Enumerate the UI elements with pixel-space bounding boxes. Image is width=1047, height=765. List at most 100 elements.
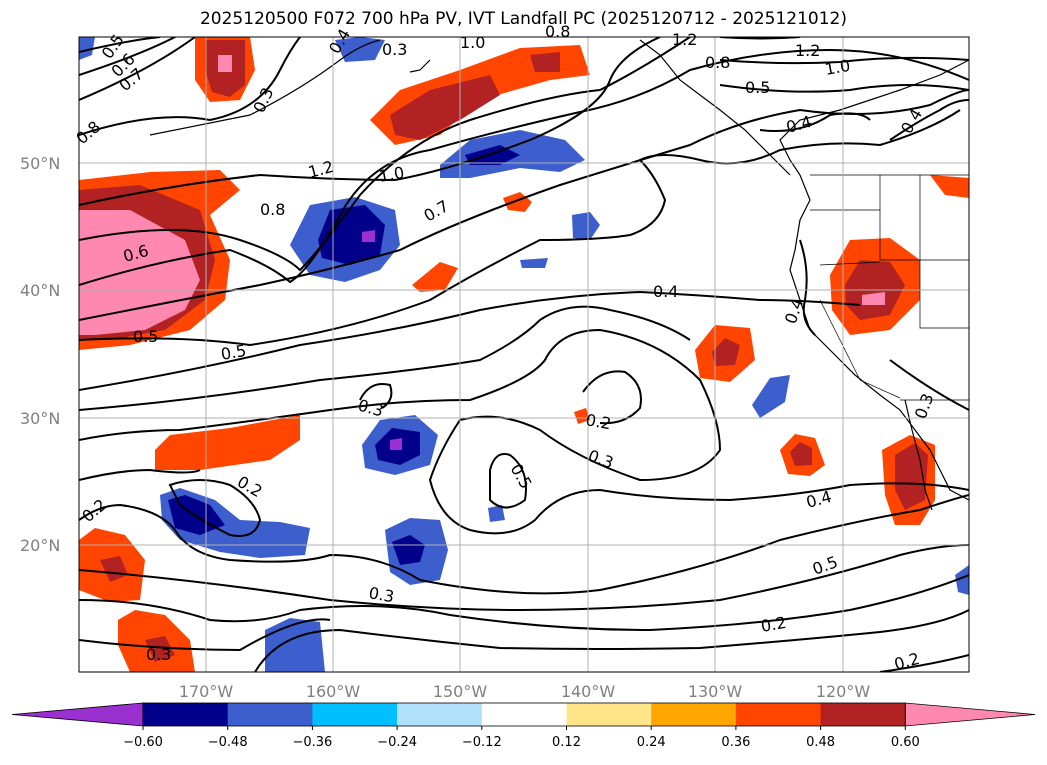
colorbar-ticks: −0.60 −0.48 −0.36 −0.24 −0.12 0.12 0.24 0.36 0.4… (123, 726, 920, 750)
lon-label: 140°W (561, 682, 616, 701)
positive-pv-anomaly (712, 338, 740, 366)
colorbar-segment (820, 703, 906, 726)
lat-label: 30°N (20, 409, 60, 428)
contour-label: 0.5 (810, 552, 840, 579)
positive-pv-anomaly (530, 52, 560, 72)
lon-label: 120°W (816, 682, 871, 701)
lon-label: 150°W (433, 682, 488, 701)
negative-pv-anomaly (520, 258, 548, 268)
pv-shading (79, 37, 969, 672)
negative-pv-anomaly (955, 565, 969, 595)
negative-pv-anomaly (362, 230, 375, 242)
colorbar-segment (143, 703, 229, 726)
contour-label: 1.0 (823, 56, 851, 79)
positive-pv-anomaly (862, 292, 885, 305)
contour-label: 0.4 (784, 112, 814, 137)
contour-label: 0.8 (72, 117, 104, 148)
colorbar-tick-label: 0.48 (806, 735, 835, 750)
contour-label: 0.8 (705, 53, 730, 72)
negative-pv-anomaly (79, 37, 95, 60)
colorbar-segment (735, 703, 822, 726)
colorbar-tick-label: 0.60 (891, 735, 920, 750)
colorbar (11, 702, 1036, 727)
contour-label: 0.4 (653, 282, 678, 301)
negative-pv-anomaly (572, 212, 600, 240)
contour-label: 1.2 (672, 30, 697, 49)
contour-label: 0.3 (911, 391, 938, 421)
contour-label: 0.2 (78, 495, 110, 526)
contour-label: 0.2 (892, 649, 922, 674)
positive-pv-anomaly (155, 415, 300, 470)
contour-label: 0.2 (584, 410, 612, 433)
contour-label: 0.3 (382, 40, 407, 59)
colorbar-outline (142, 702, 906, 727)
colorbar-tick-label: −0.12 (462, 735, 502, 750)
colorbar-segment (566, 703, 652, 726)
negative-pv-anomaly (752, 375, 790, 418)
contour-label: 0.7 (421, 196, 453, 225)
contour-label: 0.5 (507, 461, 536, 493)
colorbar-tick-label: −0.24 (377, 735, 417, 750)
contour-label: 0.3 (249, 85, 277, 116)
lon-label: 160°W (306, 682, 361, 701)
positive-pv-anomaly (145, 636, 175, 662)
contour-label: 0.5 (133, 327, 158, 346)
contour-label: 0.5 (745, 78, 770, 97)
colorbar-tick-label: 0.24 (637, 735, 666, 750)
contour-label: 0.3 (146, 645, 171, 664)
negative-pv-anomaly (318, 205, 385, 265)
lat-label: 40°N (20, 281, 60, 300)
colorbar-extend-min (11, 702, 144, 727)
positive-pv-anomaly (574, 408, 590, 424)
negative-pv-anomaly (335, 37, 385, 62)
contour-label: 0.4 (804, 487, 834, 512)
positive-pv-anomaly (100, 556, 128, 582)
contour-label: 1.0 (377, 163, 405, 186)
positive-pv-anomaly (390, 75, 500, 140)
positive-pv-anomaly (79, 210, 200, 335)
lat-label: 50°N (20, 154, 60, 173)
negative-pv-anomaly (465, 145, 520, 165)
longitude-labels: 170°W 160°W 150°W 140°W 130°W 120°W (179, 682, 871, 701)
map-title: 2025120500 F072 700 hPa PV, IVT Landfall… (199, 9, 847, 29)
contour-label: 0.2 (759, 613, 787, 636)
positive-pv-anomaly (503, 192, 532, 212)
coastlines (149, 39, 969, 511)
positive-pv-anomaly (790, 442, 812, 466)
negative-pv-anomaly (392, 535, 425, 565)
colorbar-segment (651, 703, 737, 726)
contour-label: 1.2 (795, 41, 820, 60)
positive-pv-anomaly (930, 175, 969, 198)
positive-pv-anomaly (218, 55, 232, 72)
colorbar-extend-max (904, 702, 1036, 727)
contour-label: 0.3 (356, 396, 386, 421)
colorbar-tick-label: 0.12 (552, 735, 581, 750)
colorbar-tick-label: 0.36 (721, 735, 750, 750)
colorbar-tick-label: −0.48 (208, 735, 248, 750)
lat-label: 20°N (20, 536, 60, 555)
colorbar-tick-label: −0.60 (123, 735, 163, 750)
contour-label: 0.2 (234, 472, 266, 501)
lon-label: 130°W (688, 682, 743, 701)
colorbar-segment (312, 703, 398, 726)
colorbar-segment (481, 703, 567, 726)
colorbar-segment (227, 703, 313, 726)
borders (810, 174, 969, 401)
negative-pv-anomaly (390, 438, 402, 450)
positive-pv-anomaly (412, 262, 458, 292)
colorbar-tick-label: −0.36 (292, 735, 332, 750)
contour-label: 0.5 (219, 341, 247, 364)
map-frame (78, 36, 970, 673)
gridlines (79, 37, 969, 672)
contour-label: 1.0 (460, 33, 485, 52)
latitude-labels: 50°N 40°N 30°N 20°N (20, 154, 60, 555)
colorbar-segment (397, 703, 483, 726)
lon-label: 170°W (179, 682, 234, 701)
contour-label: 0.8 (260, 200, 285, 219)
contour-label: 0.8 (545, 22, 570, 41)
contour-labels: 0.5 0.6 0.7 0.8 1.2 1.0 0.3 1.2 0.8 1.0 … (72, 22, 937, 674)
negative-pv-anomaly (265, 618, 325, 672)
contour-label: 0.3 (367, 583, 395, 606)
negative-pv-anomaly (488, 505, 505, 522)
